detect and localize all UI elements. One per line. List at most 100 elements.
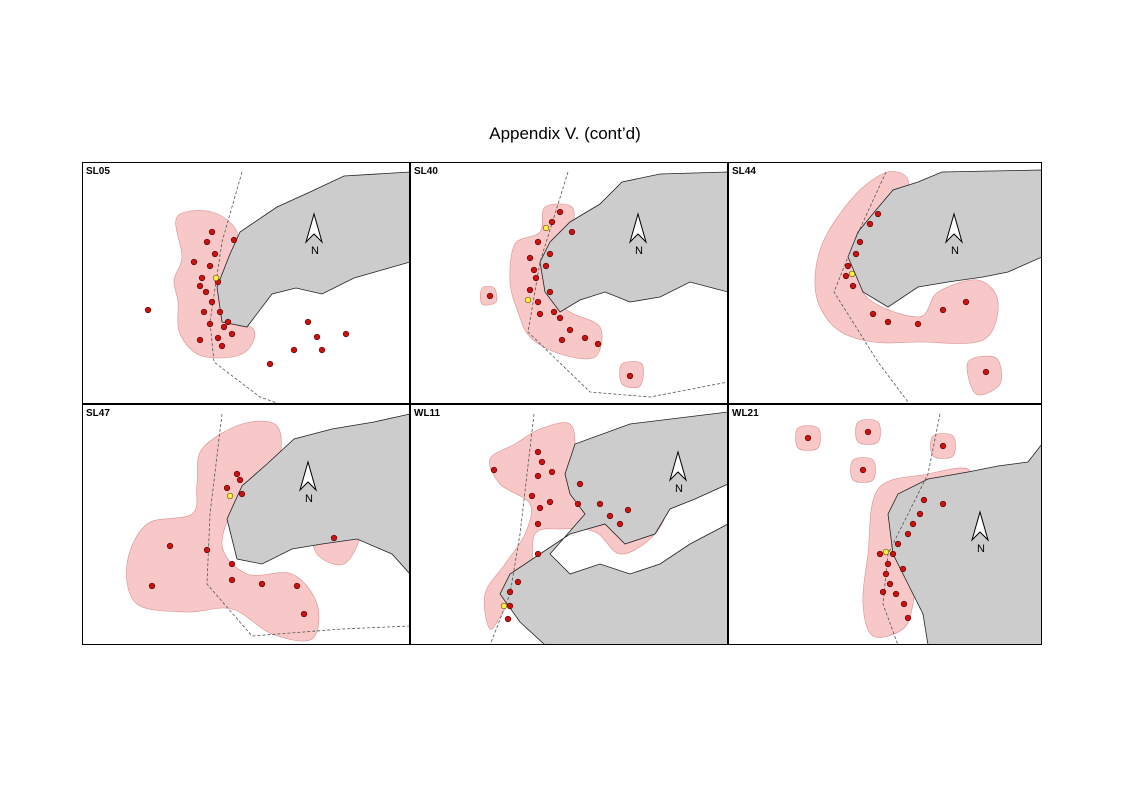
north-label: N: [951, 245, 959, 257]
sighting-dot: [203, 546, 211, 554]
sighting-dot: [202, 288, 210, 296]
sighting-dot: [233, 470, 241, 478]
sighting-dot: [982, 368, 990, 376]
buffer-zone: [814, 171, 999, 344]
panel-label: SL05: [86, 166, 110, 177]
panel-label: WL11: [414, 408, 441, 419]
sighting-dot: [876, 550, 884, 558]
sighting-dot: [844, 262, 852, 270]
sighting-dot: [550, 308, 558, 316]
sighting-dot: [882, 570, 890, 578]
sighting-dot: [606, 512, 614, 520]
sighting-dot: [939, 306, 947, 314]
sighting-dot: [889, 550, 897, 558]
north-label: N: [635, 245, 643, 257]
land: [226, 413, 410, 575]
sighting-dot: [144, 306, 152, 314]
sighting-dot: [869, 310, 877, 318]
sighting-dot: [342, 330, 350, 338]
sighting-dot-yellow: [226, 492, 234, 500]
sighting-dot: [892, 590, 900, 598]
sighting-dot: [318, 346, 326, 354]
boundary-line: [527, 171, 728, 398]
sighting-dot: [208, 228, 216, 236]
map-panel: N WL21: [728, 404, 1042, 645]
land: [216, 171, 410, 328]
sighting-dot: [842, 272, 850, 280]
sighting-dot: [206, 262, 214, 270]
sighting-dot: [238, 490, 246, 498]
sighting-dot: [581, 334, 589, 342]
sighting-dot: [866, 220, 874, 228]
sighting-dot: [486, 292, 494, 300]
sighting-dot: [198, 274, 206, 282]
map-panel: N SL44: [728, 162, 1042, 404]
sighting-dot: [228, 330, 236, 338]
sighting-dot: [886, 580, 894, 588]
sighting-dot: [874, 210, 882, 218]
boundary-line: [489, 413, 535, 645]
sighting-dot: [216, 308, 224, 316]
sighting-dot: [530, 266, 538, 274]
panel-border: [410, 162, 728, 404]
sighting-dot-yellow: [524, 296, 532, 304]
sighting-dot: [236, 476, 244, 484]
sighting-dot: [594, 340, 602, 348]
sighting-dot: [230, 236, 238, 244]
north-arrow: [304, 212, 324, 244]
sighting-dot: [904, 530, 912, 538]
sighting-dot: [939, 442, 947, 450]
land: [847, 169, 1042, 308]
sighting-dot: [220, 323, 228, 331]
sighting-dot-yellow: [848, 270, 856, 278]
sighting-dot: [616, 520, 624, 528]
sighting-dot: [526, 254, 534, 262]
sighting-dot: [574, 500, 582, 508]
sighting-dot: [548, 468, 556, 476]
sighting-dot: [534, 520, 542, 528]
sighting-dot: [290, 346, 298, 354]
sighting-dot: [266, 360, 274, 368]
sighting-dot: [856, 238, 864, 246]
sighting-dot: [548, 218, 556, 226]
map-panel: N SL47: [82, 404, 410, 645]
sighting-dot-yellow: [882, 548, 890, 556]
sighting-dot: [534, 298, 542, 306]
north-label: N: [311, 245, 319, 257]
sighting-dot: [884, 560, 892, 568]
sighting-dot: [916, 510, 924, 518]
sighting-dot: [804, 434, 812, 442]
sighting-dot: [506, 588, 514, 596]
sighting-dot: [313, 333, 321, 341]
sighting-dot: [558, 336, 566, 344]
buffer-zone: [966, 355, 1002, 396]
panel-border: [728, 404, 1042, 645]
sighting-dot: [534, 472, 542, 480]
sighting-dot: [939, 500, 947, 508]
sighting-dot: [879, 588, 887, 596]
north-arrow: [668, 450, 688, 482]
sighting-dot: [624, 506, 632, 514]
sighting-dot: [904, 614, 912, 622]
sighting-dot: [148, 582, 156, 590]
sighting-dot: [859, 466, 867, 474]
sighting-dot: [304, 318, 312, 326]
north-arrow: [298, 460, 318, 492]
sighting-dot: [566, 326, 574, 334]
sighting-dot: [196, 282, 204, 290]
sighting-dot: [300, 610, 308, 618]
land: [887, 443, 1042, 645]
north-arrow: [970, 510, 990, 542]
sighting-dot: [536, 504, 544, 512]
panel-border: [82, 162, 410, 404]
north-arrow: [628, 212, 648, 244]
map-panel: N WL11: [410, 404, 728, 645]
sighting-dot: [894, 540, 902, 548]
sighting-dot: [224, 318, 232, 326]
sighting-dot: [546, 288, 554, 296]
sighting-dot: [556, 208, 564, 216]
sighting-dot-yellow: [500, 602, 508, 610]
panel-border: [410, 404, 728, 645]
sighting-dot-yellow: [542, 224, 550, 232]
